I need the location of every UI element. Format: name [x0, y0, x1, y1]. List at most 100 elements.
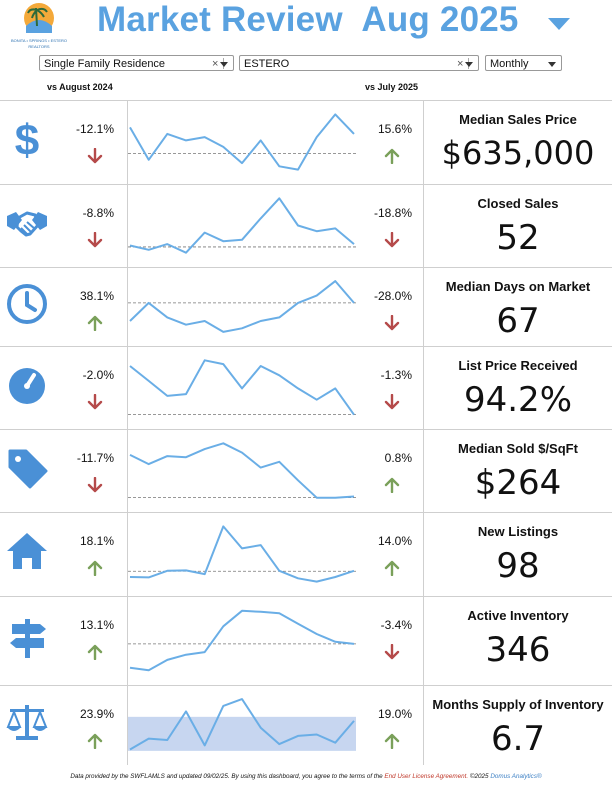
interval-filter[interactable]: Monthly — [485, 55, 562, 71]
mom-change: -28.0% — [373, 289, 412, 303]
trend-sparkline — [128, 194, 356, 257]
area-filter[interactable]: ESTERO × — [239, 55, 479, 71]
yoy-change: -2.0% — [82, 368, 114, 382]
balanced-market-band — [128, 716, 356, 751]
arrow-up-icon — [384, 733, 400, 750]
mom-change: -1.3% — [380, 368, 412, 382]
handshake-icon — [6, 202, 48, 244]
eula-link[interactable]: End User License Agreement. — [384, 773, 469, 780]
page-title: Market Review Aug 2025 — [97, 0, 519, 40]
trend-line — [129, 197, 355, 254]
arrow-down-icon — [384, 393, 400, 410]
arrow-down-icon — [384, 643, 400, 660]
trend-sparkline — [128, 356, 356, 419]
period-dropdown-icon[interactable] — [548, 18, 570, 30]
column-divider — [423, 100, 424, 765]
title-period: Aug 2025 — [361, 0, 519, 39]
yoy-change: -11.7% — [76, 451, 114, 465]
trend-sparkline — [128, 695, 356, 755]
arrow-up-icon — [87, 560, 103, 577]
sparkline-svg — [128, 197, 356, 254]
metric-label: New Listings — [477, 524, 559, 539]
metric-value: 98 — [496, 546, 540, 586]
clear-area-icon[interactable]: × — [457, 58, 464, 70]
metric-value: 52 — [496, 218, 540, 258]
mom-change: 19.0% — [377, 707, 412, 721]
clear-property-type-icon[interactable]: × — [212, 58, 219, 70]
clock-icon — [6, 283, 48, 325]
arrow-up-icon — [384, 560, 400, 577]
metric-value: 94.2% — [463, 380, 572, 420]
interval-value: Monthly — [490, 58, 529, 70]
footer-copyright: ©2025 — [468, 773, 491, 780]
trend-sparkline — [128, 277, 356, 336]
chevron-down-icon[interactable] — [220, 62, 228, 67]
metric-label: Median Days on Market — [445, 279, 591, 294]
yoy-change: 13.1% — [79, 618, 114, 632]
row-divider — [0, 512, 612, 513]
arrow-down-icon — [87, 476, 103, 493]
arrow-up-icon — [87, 644, 103, 661]
yoy-change: 38.1% — [79, 289, 114, 303]
area-value: ESTERO — [244, 58, 290, 70]
yoy-change: -8.8% — [82, 206, 114, 220]
trend-sparkline — [128, 606, 356, 675]
footer-text: Data provided by the SWFLAMLS and update… — [70, 773, 385, 780]
sparkline-svg — [128, 280, 356, 333]
property-type-filter[interactable]: Single Family Residence × — [39, 55, 234, 71]
trend-line — [129, 698, 355, 751]
row-divider — [0, 346, 612, 347]
metric-label: Median Sales Price — [459, 112, 577, 127]
trend-sparkline — [128, 110, 356, 174]
title-text: Market Review — [97, 0, 343, 39]
arrow-up-icon — [384, 148, 400, 165]
sparkline-svg — [128, 359, 356, 416]
arrow-up-icon — [87, 315, 103, 332]
row-divider — [0, 267, 612, 268]
metric-label: List Price Received — [458, 358, 578, 373]
arrow-down-icon — [384, 231, 400, 248]
metric-value: 67 — [496, 301, 540, 341]
metric-label: Median Sold $/SqFt — [458, 441, 578, 456]
sparkline-svg — [128, 609, 356, 672]
mom-change: 0.8% — [384, 451, 412, 465]
property-type-value: Single Family Residence — [44, 58, 166, 70]
mom-column-header: vs July 2025 — [365, 82, 419, 92]
chevron-down-icon[interactable] — [548, 62, 556, 67]
row-divider — [0, 685, 612, 686]
arrow-down-icon — [384, 314, 400, 331]
metric-value: $635,000 — [441, 134, 595, 172]
logo: BONITA • SPRINGS • ESTERO REALTORS — [6, 2, 72, 50]
signpost-icon — [6, 617, 48, 659]
sparkline-svg — [128, 442, 356, 499]
sparkline-svg — [128, 698, 356, 751]
mom-change: 15.6% — [377, 122, 412, 136]
arrow-down-icon — [87, 231, 103, 248]
header-divider — [0, 100, 612, 101]
metric-value: 346 — [485, 630, 551, 670]
logo-tagline: BONITA • SPRINGS • ESTERO — [11, 38, 67, 43]
price-tag-icon — [6, 447, 48, 489]
trend-line — [129, 280, 355, 333]
trend-line — [129, 359, 355, 416]
svg-text:$: $ — [15, 118, 39, 160]
row-divider — [0, 184, 612, 185]
scales-icon — [6, 701, 48, 743]
chevron-down-icon[interactable] — [465, 62, 473, 67]
sparkline-svg — [128, 113, 356, 171]
metric-label: Active Inventory — [467, 608, 569, 623]
arrow-down-icon — [87, 147, 103, 164]
trend-sparkline — [128, 439, 356, 502]
brand-link[interactable]: Domus Analytics® — [490, 773, 542, 780]
trend-line — [129, 609, 355, 672]
arrow-down-icon — [87, 393, 103, 410]
trend-sparkline — [128, 522, 356, 586]
logo-sub: REALTORS — [28, 44, 50, 49]
metric-value: 6.7 — [490, 719, 546, 759]
column-divider — [127, 100, 128, 765]
metric-label: Months Supply of Inventory — [432, 697, 604, 712]
yoy-change: 18.1% — [79, 534, 114, 548]
trend-line — [129, 113, 355, 171]
yoy-column-header: vs August 2024 — [47, 82, 113, 92]
metric-value: $264 — [474, 463, 562, 503]
